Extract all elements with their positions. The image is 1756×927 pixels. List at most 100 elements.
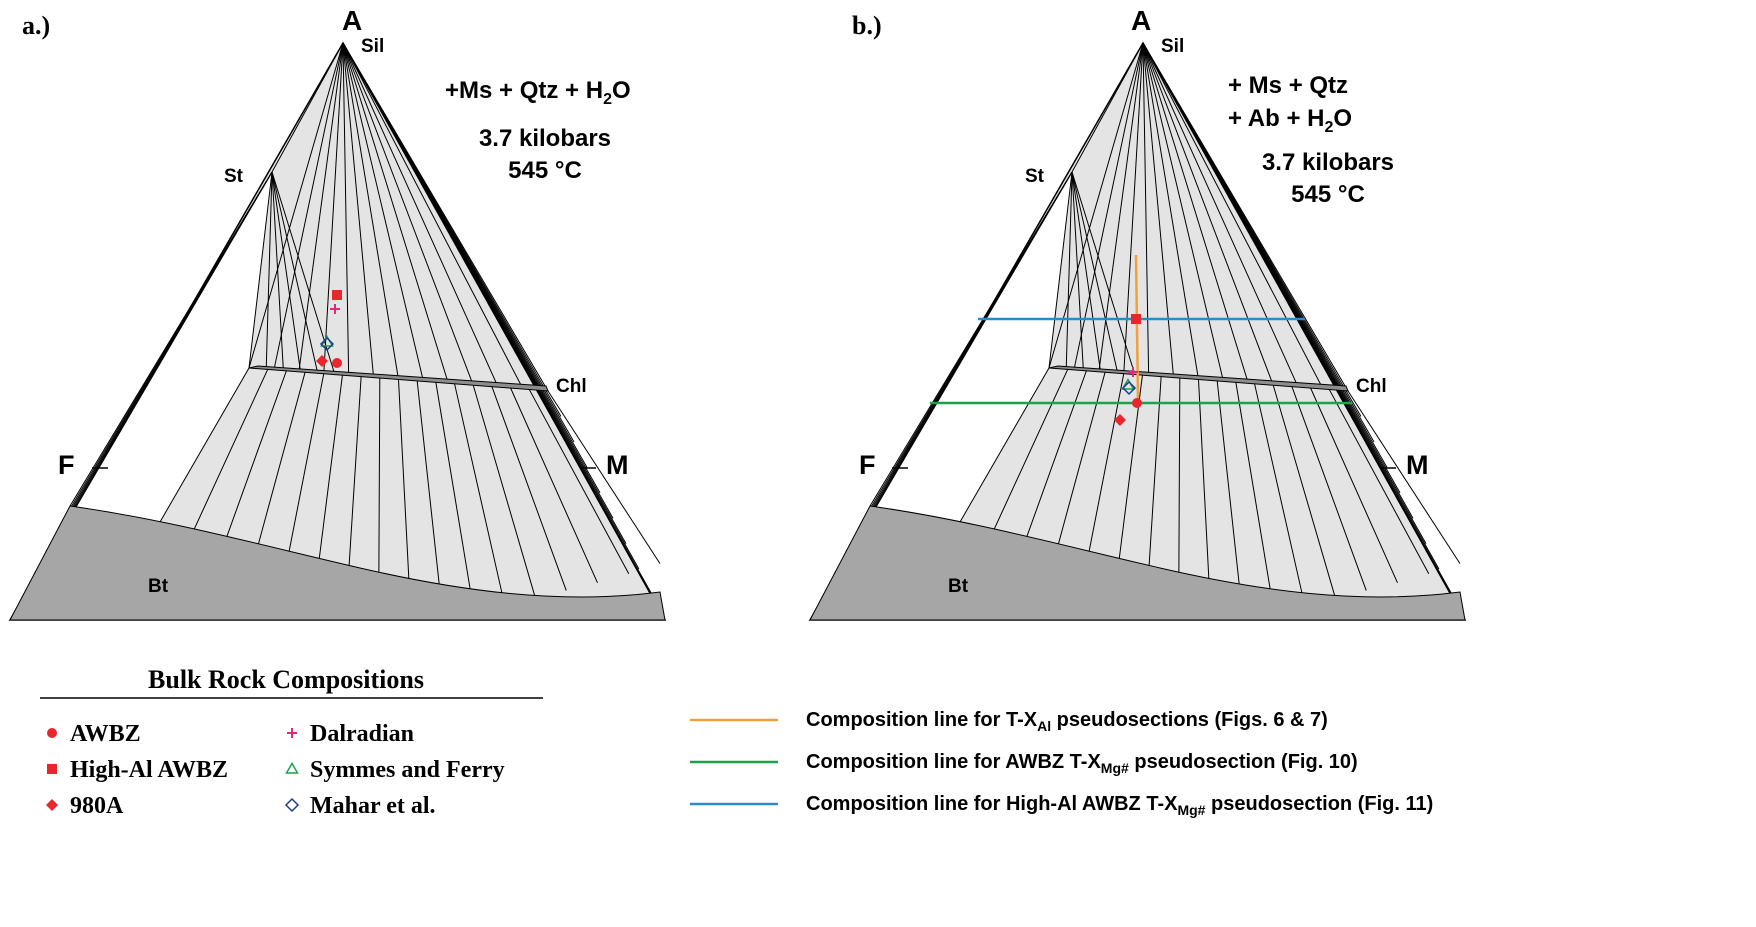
f-label: F	[58, 450, 75, 480]
line-legend-label: Composition line for High-Al AWBZ T-XMg#…	[806, 793, 1433, 818]
marker-mahar-et-al-	[1121, 380, 1137, 396]
f-label: F	[859, 450, 876, 480]
panel-a-tie-lines	[8, 41, 667, 621]
panel-b-diagram: b.) A Sil St Chl F M Bt + Ms + Qtz + Ab …	[808, 5, 1467, 621]
apex-a-label: A	[1131, 5, 1151, 36]
chl-bt-tie-line	[547, 390, 661, 564]
sil-st-tie-line	[271, 42, 344, 173]
st-chl-tie-line	[248, 171, 273, 369]
st-label: St	[224, 166, 244, 187]
sil-chl-tie-line	[323, 42, 344, 374]
sil-chl-tie-line	[342, 42, 424, 382]
panel-b-markers	[1114, 314, 1142, 426]
panel-a-assemblage: +Ms + Qtz + H2O	[445, 77, 631, 108]
panel-a-diagram: a.) A Sil St Chl F M Bt +Ms + Qtz + H2O …	[8, 5, 667, 621]
sil-chl-tie-line	[342, 42, 375, 378]
marker-awbz	[1132, 398, 1142, 408]
st-chl-tie-line	[1071, 171, 1136, 376]
chl-bt-tie-line	[378, 378, 381, 597]
chl-bt-tie-line	[959, 367, 1050, 523]
st-chl-tie-line	[1065, 171, 1073, 370]
marker-980a	[316, 355, 328, 367]
chl-bt-tie-line	[990, 369, 1069, 536]
chl-bt-tie-line	[1022, 370, 1087, 549]
chl-bt-tie-line	[1347, 390, 1461, 564]
sil-chl-tie-line	[342, 42, 474, 386]
sil-label: Sil	[361, 36, 384, 57]
legend-label: 980A	[70, 793, 124, 819]
chl-bt-tie-line	[1216, 380, 1242, 604]
sil-chl-tie-line	[1142, 42, 1175, 378]
st-chl-tie-line	[271, 171, 284, 371]
legend-label: Symmes and Ferry	[310, 757, 505, 783]
st-chl-bt-field	[70, 172, 272, 522]
panel-b-assemblage-line1: + Ms + Qtz	[1228, 72, 1348, 99]
panel-a-pressure: 3.7 kilobars	[479, 125, 611, 152]
panel-a-tag: a.)	[22, 11, 50, 40]
legend-marker-high-al-awbz	[47, 764, 57, 774]
st-chl-tie-line	[1071, 171, 1119, 374]
panel-b-assemblage-line2: + Ab + H2O	[1228, 105, 1352, 136]
sil-chl-tie-line	[1142, 42, 1199, 380]
chl-label: Chl	[556, 376, 587, 397]
sil-chl-tie-line	[1142, 42, 1274, 386]
st-chl-tie-line	[1071, 171, 1084, 371]
chl-bt-tie-line	[435, 382, 473, 604]
chl-bt-tie-line	[1310, 387, 1398, 584]
chl-bt-tie-line	[472, 385, 536, 597]
sil-bt-tie-line	[342, 42, 653, 595]
st-label: St	[1025, 166, 1045, 187]
composition-line-xal	[1134, 254, 1140, 401]
legend-label: Mahar et al.	[310, 793, 436, 819]
sil-st-tie-line	[1071, 42, 1144, 173]
marker-980a	[1114, 414, 1126, 426]
chl-bt-tie-line	[1272, 385, 1336, 597]
chl-bt-tie-line	[190, 369, 269, 536]
biotite-field	[9, 505, 666, 621]
chlorite-field	[1048, 365, 1349, 392]
marker-mahar-et-al-	[319, 336, 335, 352]
sil-chl-tie-line	[342, 42, 499, 388]
chl-bt-tie-line	[1235, 382, 1273, 604]
chl-bt-tie-line	[222, 370, 287, 549]
panel-a-markers	[316, 290, 342, 368]
sil-chl-tie-line	[1098, 42, 1144, 372]
sil-label: Sil	[1161, 36, 1184, 57]
st-chl-tie-line	[1048, 171, 1073, 369]
st-chl-tie-line	[271, 171, 319, 374]
chl-bt-tie-line	[510, 387, 598, 584]
chl-bt-tie-line	[1115, 375, 1143, 583]
chl-bt-tie-line	[1291, 386, 1367, 591]
chl-bt-tie-line	[1084, 373, 1125, 573]
sil-chl-tie-line	[342, 42, 524, 390]
chl-label: Chl	[1356, 376, 1387, 397]
biotite-field	[809, 505, 1466, 621]
chlorite-field	[248, 365, 549, 392]
sil-chl-tie-line	[1142, 42, 1249, 384]
chl-bt-tie-line	[1198, 379, 1211, 602]
legend-marker-980a	[46, 799, 58, 811]
sil-chl-tie-line	[1048, 42, 1144, 369]
m-label: M	[1406, 450, 1429, 480]
chl-bt-tie-line	[315, 375, 343, 583]
sil-chl-tie-line	[342, 42, 350, 376]
bt-label: Bt	[148, 576, 169, 597]
sil-chl-tie-line	[248, 42, 344, 369]
chl-bt-tie-line	[454, 383, 505, 602]
sil-chl-tie-line	[1142, 42, 1299, 388]
chl-bt-tie-line	[1147, 376, 1162, 591]
bt-label: Bt	[948, 576, 969, 597]
panel-a-temperature: 545 °C	[508, 157, 582, 184]
sil-chl-tie-line	[1073, 42, 1144, 371]
chl-bt-tie-line	[416, 380, 442, 604]
marker-high-al-awbz	[332, 290, 342, 300]
st-bt-tie-line	[869, 171, 1073, 507]
marker-awbz	[332, 358, 342, 368]
m-label: M	[606, 450, 629, 480]
chl-bt-tie-line	[347, 376, 362, 591]
sil-chl-tie-line	[298, 42, 344, 372]
line-legend-label: Composition line for T-XAl pseudosection…	[806, 709, 1328, 734]
st-bt-tie-line	[69, 171, 273, 507]
chl-bt-tie-line	[398, 379, 411, 602]
